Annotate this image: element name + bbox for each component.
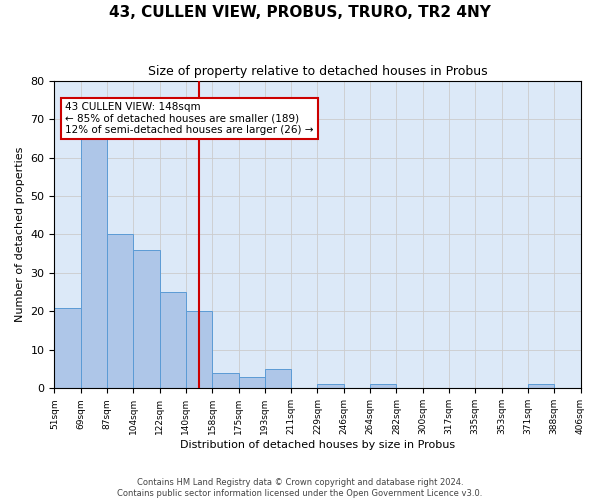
Text: 43 CULLEN VIEW: 148sqm
← 85% of detached houses are smaller (189)
12% of semi-de: 43 CULLEN VIEW: 148sqm ← 85% of detached… [65, 102, 313, 136]
Bar [528, 384, 554, 388]
Text: Contains HM Land Registry data © Crown copyright and database right 2024.
Contai: Contains HM Land Registry data © Crown c… [118, 478, 482, 498]
Bar [317, 384, 344, 388]
Bar [107, 234, 133, 388]
Bar [239, 377, 265, 388]
Bar [212, 373, 239, 388]
Bar [133, 250, 160, 388]
Bar [55, 308, 81, 388]
Bar [160, 292, 186, 388]
Bar [186, 312, 212, 388]
Bar [81, 138, 107, 388]
Y-axis label: Number of detached properties: Number of detached properties [15, 147, 25, 322]
Bar [370, 384, 397, 388]
X-axis label: Distribution of detached houses by size in Probus: Distribution of detached houses by size … [180, 440, 455, 450]
Bar [265, 369, 291, 388]
Text: 43, CULLEN VIEW, PROBUS, TRURO, TR2 4NY: 43, CULLEN VIEW, PROBUS, TRURO, TR2 4NY [109, 5, 491, 20]
Title: Size of property relative to detached houses in Probus: Size of property relative to detached ho… [148, 65, 487, 78]
